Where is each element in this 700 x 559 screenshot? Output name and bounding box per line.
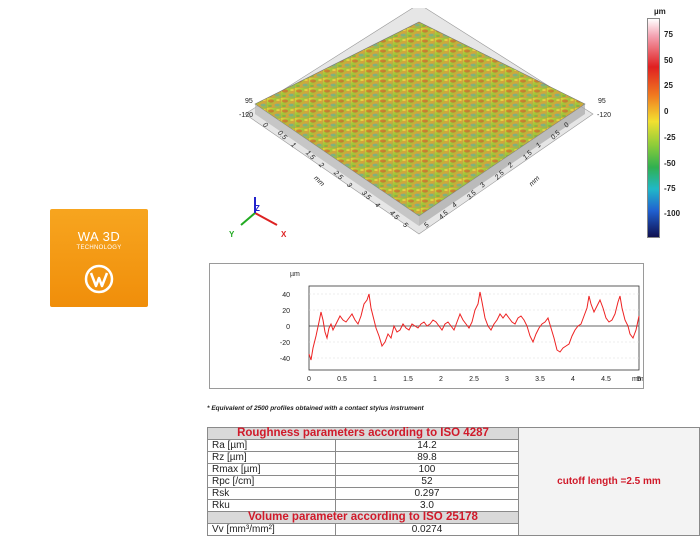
table-row: Vv [mm³/mm²] 0.0274 [206, 523, 700, 536]
x-tick-label: 1 [373, 376, 377, 383]
param-name: Vv [mm³/mm²] [206, 523, 337, 536]
y-tick-label: 20 [282, 308, 290, 315]
param-name: Rpc [/cm] [206, 475, 337, 488]
table-row: Rmax [µm] 100 [206, 463, 700, 476]
surface-3d-view: 95 -120 95 -120 0 0.5 1 1.5 2 2.5 3 3.5 … [225, 3, 635, 248]
colorbar-label: 25 [664, 81, 673, 90]
x-tick-label: 2 [439, 376, 443, 383]
x-tick-label: 4.5 [601, 376, 611, 383]
axis-z-label: Z [255, 204, 260, 213]
logo-emblem-icon [84, 264, 114, 294]
logo-subtitle: TECHNOLOGY [76, 245, 122, 251]
axis-x-label: X [281, 230, 287, 239]
volume-header-row: Volume parameter according to ISO 25178 [207, 511, 700, 524]
colorbar-unit: µm [654, 7, 666, 16]
param-value: 0.297 [335, 487, 519, 500]
surface-3d-plot [240, 3, 594, 235]
volume-header: Volume parameter according to ISO 25178 [207, 511, 519, 524]
profile-ylabel: µm [290, 271, 300, 278]
x-tick-label: 2.5 [469, 376, 479, 383]
param-value: 89.8 [335, 451, 519, 464]
param-value: 0.0274 [335, 523, 519, 536]
profile-xunit: mm [632, 376, 643, 383]
x-tick-label: 0 [307, 376, 311, 383]
colorbar-label: -25 [664, 133, 676, 142]
x-tick-label: 4 [571, 376, 575, 383]
right-z-bottom-label: -120 [597, 112, 612, 119]
colorbar-label: 75 [664, 30, 673, 39]
left-z-bottom-label: -120 [239, 112, 254, 119]
left-z-top-label: 95 [245, 98, 253, 105]
colorbar-label: -50 [664, 159, 676, 168]
colorbar-label: 50 [664, 56, 673, 65]
table-row: Rpc [/cm] 52 [206, 475, 700, 488]
profile-chart-panel: µm 40 20 0 -20 -40 0 0.5 1 1.5 2 2.5 3 3… [209, 263, 644, 389]
param-name: Rz [µm] [206, 451, 337, 464]
param-name: Rku [206, 499, 337, 512]
footnote: * Equivalent of 2500 profiles obtained w… [207, 405, 424, 412]
right-z-top-label: 95 [598, 98, 606, 105]
y-tick-label: 0 [286, 324, 290, 331]
y-tick-label: -20 [280, 340, 290, 347]
roughness-header-row: Roughness parameters according to ISO 42… [207, 427, 700, 536]
x-tick-label: 3.5 [535, 376, 545, 383]
y-tick-label: 40 [282, 292, 290, 299]
wa3d-logo: WA 3D TECHNOLOGY [50, 209, 148, 307]
param-name: Rmax [µm] [206, 463, 337, 476]
logo-title: WA 3D [77, 229, 121, 244]
cutoff-length-cell: cutoff length =2.5 mm [517, 427, 700, 536]
colorbar-label: -100 [664, 209, 681, 218]
param-name: Ra [µm] [206, 439, 337, 452]
param-value: 52 [335, 475, 519, 488]
colorbar-label: 0 [664, 107, 669, 116]
profile-chart: µm 40 20 0 -20 -40 0 0.5 1 1.5 2 2.5 3 3… [280, 271, 644, 383]
x-tick-label: 3 [505, 376, 509, 383]
x-tick-label: 5 [637, 376, 641, 383]
x-tick-label: 1.5 [403, 376, 413, 383]
colorbar-label: -75 [664, 184, 676, 193]
param-name: Rsk [206, 487, 337, 500]
roughness-header: Roughness parameters according to ISO 42… [207, 427, 519, 440]
param-value: 14.2 [335, 439, 519, 452]
colorbar [647, 18, 660, 238]
param-value: 100 [335, 463, 519, 476]
parameters-table: Roughness parameters according to ISO 42… [206, 427, 700, 536]
param-value: 3.0 [335, 499, 519, 512]
x-tick-label: 0.5 [337, 376, 347, 383]
axis-y-label: Y [229, 230, 235, 239]
y-tick-label: -40 [280, 356, 290, 363]
table-row: Rz [µm] 89.8 [206, 451, 700, 464]
